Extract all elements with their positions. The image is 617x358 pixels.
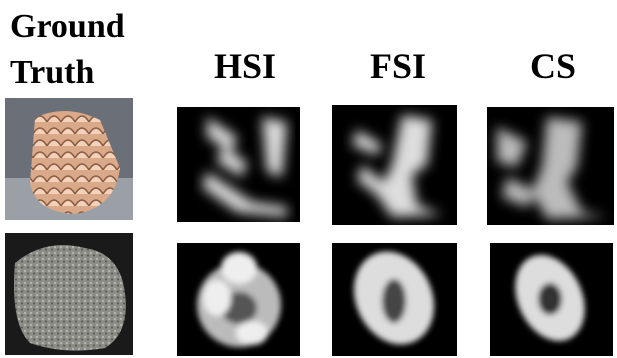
ground-truth-image [5, 98, 133, 220]
hsi-image [177, 107, 300, 222]
column-header: FSI [333, 46, 463, 86]
hsi-image [177, 243, 300, 356]
cs-image [487, 107, 614, 225]
ground-truth-image [5, 233, 133, 355]
column-header: HSI [180, 46, 310, 86]
fsi-image [332, 243, 457, 356]
fsi-image [332, 105, 457, 225]
figure: Ground Truth HSI FSI CS [0, 0, 617, 358]
column-header: CS [488, 46, 617, 86]
column-header: Ground Truth [10, 4, 160, 96]
cs-image [490, 243, 613, 356]
